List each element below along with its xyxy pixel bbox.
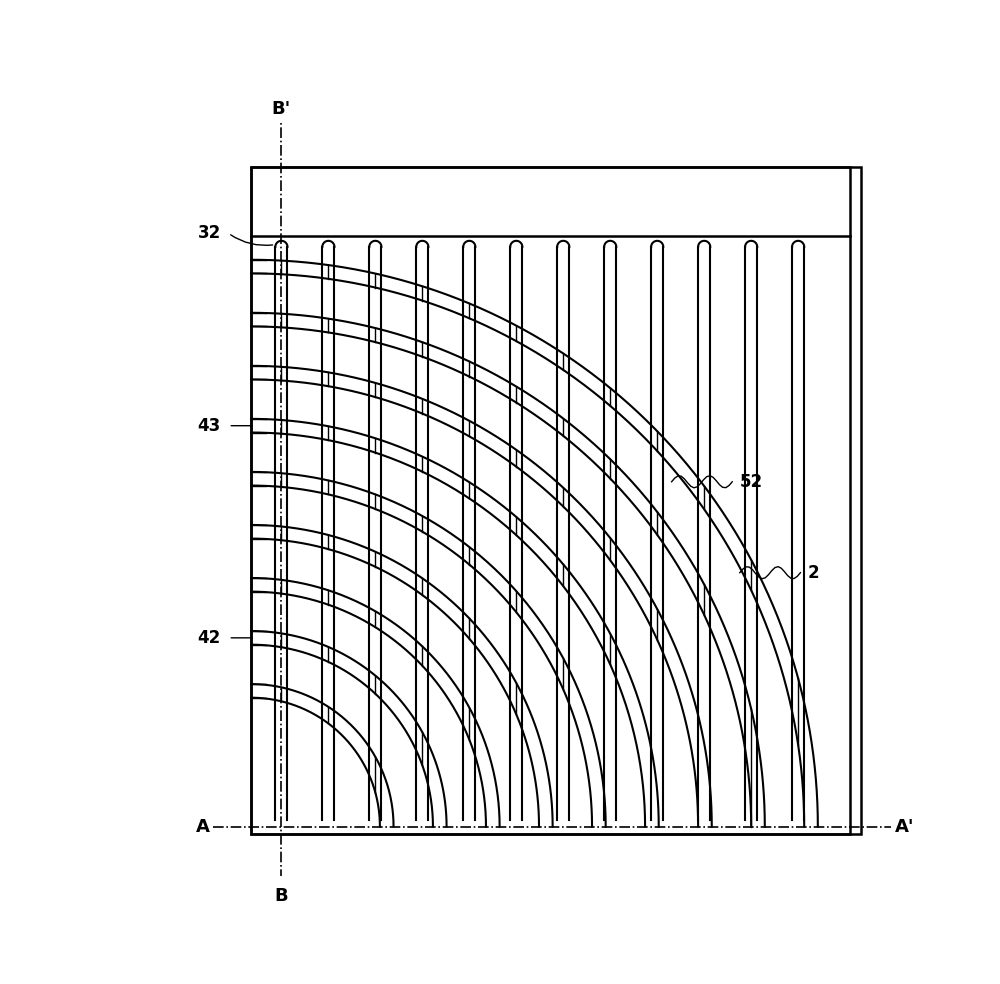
Text: 43: 43 xyxy=(198,416,221,435)
Text: A': A' xyxy=(895,818,915,835)
Text: 2: 2 xyxy=(808,564,820,582)
Bar xyxy=(251,167,850,834)
Text: 32: 32 xyxy=(198,224,221,242)
Text: B: B xyxy=(275,888,288,905)
Text: 42: 42 xyxy=(198,629,221,646)
Bar xyxy=(251,167,861,834)
Text: A: A xyxy=(196,818,209,835)
Text: 52: 52 xyxy=(740,472,763,491)
Text: B': B' xyxy=(272,100,291,118)
